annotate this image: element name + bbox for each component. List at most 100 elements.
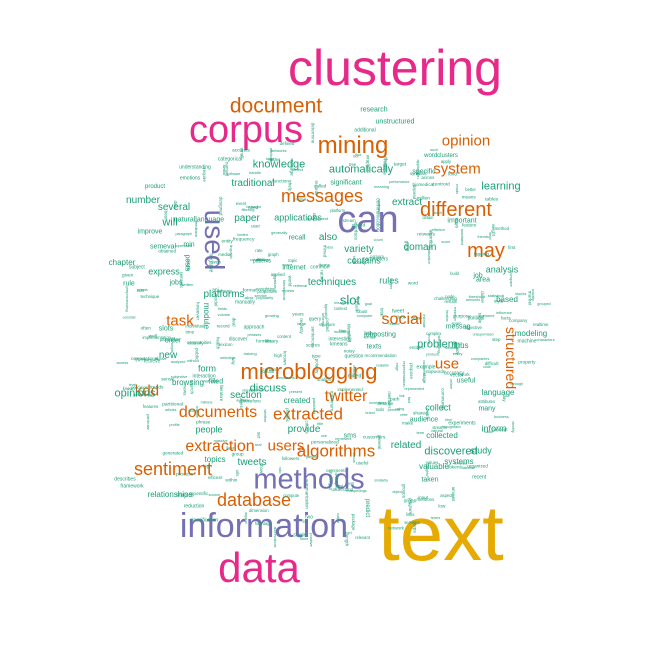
cloud-word: shared <box>412 411 428 417</box>
cloud-word: given <box>121 273 134 279</box>
cloud-word: link <box>399 394 405 399</box>
cloud-word: product <box>144 184 166 190</box>
cloud-word: through <box>510 382 524 387</box>
cloud-word: paragraph <box>175 232 192 237</box>
cloud-word: retweets <box>417 231 435 237</box>
cloud-word: company <box>509 317 528 323</box>
cloud-word: property <box>518 359 536 365</box>
cloud-word: short <box>343 529 352 535</box>
cloud-word: traditional <box>231 178 275 189</box>
cloud-word: algorithms <box>296 441 376 461</box>
cloud-word: email <box>364 334 376 340</box>
cloud-word: fields <box>218 306 227 311</box>
cloud-word: analyzed <box>170 359 186 364</box>
cloud-word: ideas <box>383 156 389 168</box>
cloud-word: meaning <box>374 183 390 189</box>
cloud-word: simple <box>185 259 191 272</box>
cloud-word: relevant <box>355 534 370 540</box>
cloud-word: published <box>311 398 316 415</box>
cloud-word: predict <box>364 498 370 518</box>
cloud-word: formats <box>256 338 272 344</box>
cloud-word: inform <box>481 423 507 434</box>
cloud-word: networks <box>271 147 287 153</box>
cloud-word: unsupervised <box>472 332 494 337</box>
cloud-word: kind <box>448 171 457 177</box>
cloud-word: form <box>198 363 216 374</box>
cloud-word: stored <box>351 223 366 229</box>
cloud-word: classification <box>189 517 219 524</box>
cloud-word: obtain <box>422 214 434 220</box>
cloud-word: package <box>350 513 356 530</box>
cloud-word: messag <box>445 323 471 331</box>
cloud-word: compare <box>508 270 514 287</box>
cloud-word: people <box>195 424 223 435</box>
cloud-word: comments <box>326 467 347 473</box>
cloud-word: spam <box>451 320 462 326</box>
cloud-word: min <box>183 241 195 249</box>
cloud-word: discover <box>228 336 248 343</box>
cloud-word: trends <box>149 385 164 391</box>
cloud-word: systems <box>444 457 474 466</box>
cloud-word: time <box>185 329 195 335</box>
cloud-word: stemming <box>437 335 443 353</box>
cloud-word: total <box>379 307 385 316</box>
cloud-word: scores <box>305 342 320 348</box>
cloud-word: facts <box>500 316 511 322</box>
cloud-word: annotated <box>459 228 464 246</box>
cloud-word: natural <box>431 428 443 433</box>
cloud-word: sentences <box>310 326 316 348</box>
cloud-word: concept <box>491 426 508 432</box>
cloud-word: such <box>430 148 439 153</box>
cloud-word: counts <box>303 419 309 434</box>
cloud-word: source <box>208 491 221 497</box>
cloud-word: unstructured <box>375 118 415 126</box>
cloud-word: accurate <box>232 147 251 153</box>
cloud-word: interaction <box>192 373 216 379</box>
cloud-word: identify <box>510 421 515 433</box>
cloud-word: collected <box>426 431 458 440</box>
cloud-word: path <box>389 397 400 403</box>
cloud-word: typically <box>323 303 329 318</box>
cloud-word: partitional <box>162 402 183 408</box>
cloud-word: users <box>267 437 305 455</box>
cloud-word: features <box>142 404 159 410</box>
cloud-word: organized <box>467 463 488 469</box>
cloud-word: technique <box>140 294 160 300</box>
cloud-word: robust <box>355 308 368 314</box>
cloud-word: focus <box>352 453 358 463</box>
cloud-word: find <box>355 153 362 158</box>
cloud-word: stream <box>342 217 356 223</box>
cloud-word: individual <box>185 323 205 329</box>
cloud-word: provide <box>287 424 321 435</box>
cloud-word: recently <box>298 318 304 334</box>
cloud-word: knowledge <box>252 158 306 171</box>
cloud-word: feedback <box>193 220 199 238</box>
cloud-word: hashtags <box>254 520 272 526</box>
cloud-word: filled <box>208 378 224 386</box>
cloud-word: high <box>274 353 283 359</box>
cloud-word: manage <box>288 158 294 176</box>
cloud-word: determine <box>310 122 316 144</box>
cloud-word: social <box>381 311 423 328</box>
cloud-word: require <box>201 168 207 182</box>
cloud-word: well <box>148 334 158 340</box>
cloud-word: increasing <box>369 400 387 405</box>
cloud-word: friends <box>477 234 489 239</box>
cloud-word: hierarchical <box>281 279 287 300</box>
cloud-word: kdd <box>134 382 160 400</box>
cloud-word: corpora <box>369 254 384 260</box>
cloud-word: recommendation <box>364 352 397 358</box>
cloud-word: identified <box>346 323 352 343</box>
cloud-word: applied <box>270 272 285 278</box>
cloud-word: useful <box>356 460 369 466</box>
cloud-word: describe <box>377 401 394 407</box>
cloud-word: sms <box>343 432 357 440</box>
cloud-word: machine <box>517 338 537 345</box>
cloud-word: ratio <box>278 466 283 474</box>
cloud-word: better <box>465 186 476 192</box>
cloud-word: useful <box>456 377 476 385</box>
cloud-word: filter <box>338 327 347 333</box>
cloud-word: different <box>420 199 492 221</box>
cloud-word: space <box>282 262 293 267</box>
cloud-word: parameter <box>159 336 180 342</box>
